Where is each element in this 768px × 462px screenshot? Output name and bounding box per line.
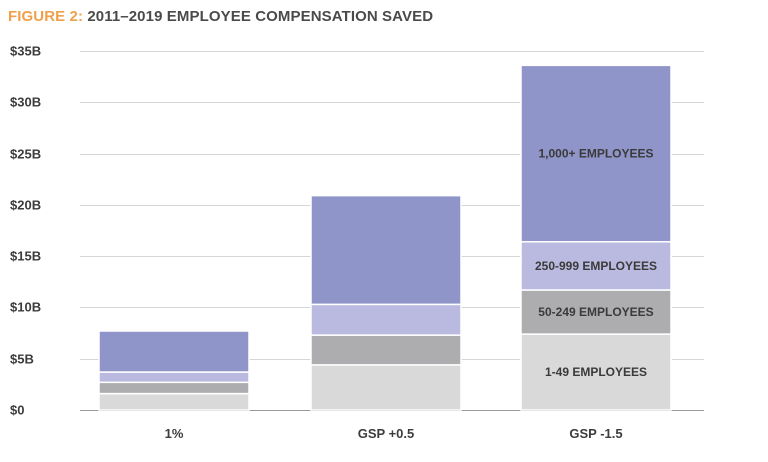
bar-segment	[310, 334, 462, 366]
figure-label: FIGURE 2:	[8, 8, 84, 25]
segment-label: 1-49 EMPLOYEES	[545, 365, 647, 379]
bar-segment	[520, 333, 672, 411]
bar-segment	[98, 330, 250, 373]
segment-label: 1,000+ EMPLOYEES	[538, 147, 653, 161]
x-tick-label: GSP -1.5	[569, 426, 622, 441]
y-tick-label: $5B	[10, 352, 34, 367]
y-tick-label: $10B	[10, 300, 41, 315]
segment-label: 50-249 EMPLOYEES	[538, 305, 653, 319]
chart-title: FIGURE 2: 2011–2019 EMPLOYEE COMPENSATIO…	[8, 8, 433, 25]
y-tick-label: $30B	[10, 95, 41, 110]
x-tick-label: 1%	[165, 426, 184, 441]
y-tick-label: $20B	[10, 198, 41, 213]
figure-title-text: 2011–2019 EMPLOYEE COMPENSATION SAVED	[87, 8, 434, 25]
x-tick-label: GSP +0.5	[358, 426, 415, 441]
bar-segment	[520, 64, 672, 243]
bar-segment	[98, 371, 250, 384]
y-tick-label: $25B	[10, 147, 41, 162]
y-tick-label: $35B	[10, 44, 41, 59]
bar-segment	[98, 392, 250, 411]
segment-label: 250-999 EMPLOYEES	[535, 259, 657, 273]
y-tick-label: $0	[10, 403, 24, 418]
bar-segment	[98, 381, 250, 395]
bar-segment	[310, 364, 462, 411]
bar-segment	[520, 289, 672, 335]
bar-segment	[520, 241, 672, 291]
bar-segment	[310, 194, 462, 306]
y-tick-label: $15B	[10, 249, 41, 264]
bar-segment	[310, 303, 462, 336]
